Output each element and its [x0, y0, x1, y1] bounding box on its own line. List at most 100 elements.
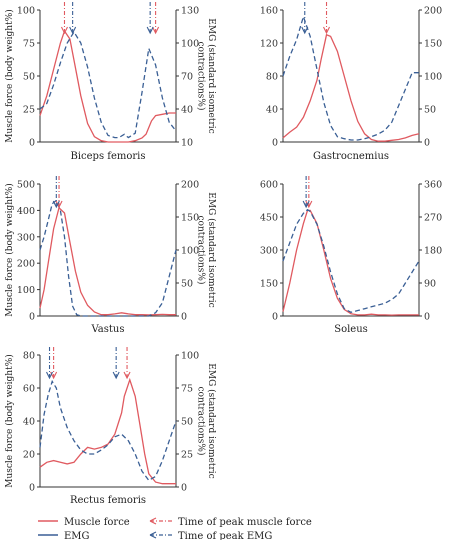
series-muscle-force — [282, 33, 420, 142]
y-tick-label-left: 60 — [23, 384, 35, 395]
peak-force-marker-head — [55, 200, 63, 209]
chart-panel-4: 0 150 300 450 600 0 90 180 270 360 Soleus — [260, 176, 442, 335]
series-emg — [39, 379, 177, 482]
series-emg — [39, 30, 177, 139]
y-axis-label-right-line1: EMG (standard isometric — [206, 363, 217, 478]
chart-panel-2: 0 40 80 120 160 0 50 100 150 200 Gastrocnemius — [260, 2, 442, 162]
peak-force-marker-head — [305, 200, 313, 209]
legend-peak-force-arrow-icon — [149, 517, 172, 525]
chart-title: Vastus — [91, 324, 125, 335]
y-tick-label-right: 50 — [424, 105, 436, 116]
peak-emg-marker-head — [69, 26, 77, 35]
peak-force-marker-head — [323, 26, 331, 35]
y-tick-label-left: 200 — [17, 259, 35, 270]
y-tick-label-right: 180 — [424, 246, 442, 257]
peak-emg-marker-head — [301, 26, 309, 35]
y-tick-label-left: 25 — [23, 105, 35, 116]
legend-peak-force-label: Time of peak muscle force — [178, 517, 312, 528]
y-tick-label-right: 150 — [424, 39, 442, 50]
chart-title: Soleus — [334, 324, 368, 335]
y-tick-label-left: 450 — [260, 213, 278, 224]
series-emg — [39, 199, 177, 317]
y-tick-label-right: 75 — [181, 384, 193, 395]
y-tick-label-left: 400 — [17, 206, 35, 217]
y-tick-label-right: 100 — [424, 72, 442, 83]
legend-peak-emg-label: Time of peak EMG — [178, 531, 272, 540]
series-muscle-force — [39, 206, 176, 316]
chart-panel-5: 0 20 40 60 80 0 25 50 75 100 Muscle force (body we… — [4, 347, 217, 506]
legend-emg-label: EMG — [64, 531, 90, 540]
y-tick-label-left: 0 — [272, 312, 278, 323]
y-tick-label-left: 300 — [260, 246, 278, 257]
legend: Muscle force EMG Time of peak muscle for… — [38, 517, 312, 540]
y-tick-label-left: 40 — [23, 417, 35, 428]
series-emg — [282, 208, 420, 313]
peak-emg-marker-head — [302, 200, 310, 209]
peak-force-marker-head — [60, 26, 68, 35]
series-emg — [282, 14, 419, 141]
y-tick-label-left: 20 — [23, 450, 35, 461]
y-tick-label-right: 25 — [181, 450, 193, 461]
series-muscle-force — [39, 29, 176, 143]
y-tick-label-right: 200 — [181, 180, 199, 191]
y-axis-label-right: EMG (standard isometriccontractions%) — [196, 363, 217, 478]
chart-title: Rectus femoris — [70, 495, 146, 506]
y-tick-label-right: 100 — [181, 246, 199, 257]
y-tick-label-right: 270 — [424, 213, 442, 224]
y-tick-label-right: 100 — [181, 39, 199, 50]
peak-force-marker-head — [123, 371, 131, 380]
y-tick-label-left: 0 — [29, 138, 35, 149]
peak-emg-marker-head — [112, 371, 120, 380]
chart-panels: 0 25 50 75 100 10 40 70 100 130 Muscle force (body… — [4, 2, 442, 506]
y-tick-label-left: 80 — [23, 351, 35, 362]
y-tick-label-right: 50 — [181, 417, 193, 428]
y-tick-label-left: 150 — [260, 279, 278, 290]
y-axis-label-left: Muscle force (body weight%) — [4, 354, 15, 488]
y-tick-label-right: 0 — [424, 138, 430, 149]
y-axis-label-left: Muscle force (body weight%) — [4, 9, 15, 143]
peak-emg-marker-2-head — [146, 26, 154, 35]
y-tick-label-right: 0 — [424, 312, 430, 323]
y-axis-label-right-line2: contractions%) — [196, 216, 207, 285]
peak-emg-marker-head — [52, 200, 60, 209]
y-axis-label-left: Muscle force (body weight%) — [4, 183, 15, 317]
y-axis-label-right-line2: contractions%) — [196, 42, 207, 111]
y-tick-label-right: 0 — [181, 312, 187, 323]
y-tick-label-left: 0 — [272, 138, 278, 149]
y-tick-label-right: 50 — [181, 279, 193, 290]
legend-muscle-force-label: Muscle force — [64, 517, 130, 528]
y-tick-label-left: 500 — [17, 180, 35, 191]
y-tick-label-right: 70 — [181, 72, 193, 83]
y-axis-label-right: EMG (standard isometriccontractions%) — [196, 192, 217, 307]
chart-panel-1: 0 25 50 75 100 10 40 70 100 130 Muscle force (body… — [4, 2, 217, 162]
y-tick-label-right: 200 — [424, 6, 442, 17]
y-tick-label-left: 100 — [17, 285, 35, 296]
y-axis-label-right-line1: EMG (standard isometric — [206, 192, 217, 307]
y-tick-label-left: 600 — [260, 180, 278, 191]
y-tick-label-right: 10 — [181, 138, 193, 149]
y-axis-label-right-line1: EMG (standard isometric — [206, 18, 217, 133]
y-tick-label-right: 40 — [181, 105, 193, 116]
y-tick-label-left: 0 — [29, 312, 35, 323]
y-axis-label-right-line2: contractions%) — [196, 387, 207, 456]
chart-title: Biceps femoris — [70, 151, 145, 162]
y-tick-label-right: 150 — [181, 213, 199, 224]
chart-title: Gastrocnemius — [313, 151, 389, 162]
y-tick-label-left: 120 — [260, 39, 278, 50]
y-tick-label-left: 160 — [260, 6, 278, 17]
series-muscle-force — [39, 377, 176, 485]
legend-peak-emg-arrow-icon — [149, 531, 172, 539]
y-tick-label-left: 100 — [17, 6, 35, 17]
y-tick-label-left: 40 — [266, 105, 278, 116]
y-tick-label-left: 80 — [266, 72, 278, 83]
y-tick-label-right: 90 — [424, 279, 436, 290]
peak-emg-marker-2-head — [46, 371, 54, 380]
series-muscle-force — [282, 209, 419, 316]
y-tick-label-right: 0 — [181, 483, 187, 494]
peak-force-marker-2-head — [152, 26, 160, 35]
y-tick-label-right: 130 — [181, 6, 199, 17]
y-tick-label-left: 50 — [23, 72, 35, 83]
y-tick-label-right: 360 — [424, 180, 442, 191]
